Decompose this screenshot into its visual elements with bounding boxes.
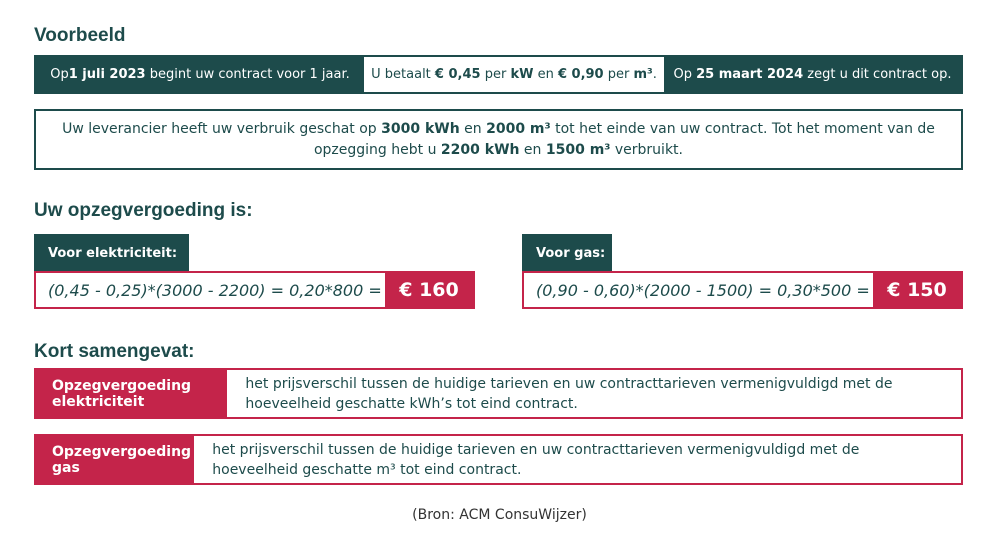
contract-start: Op 1 juli 2023 begint uw contract voor 1… — [36, 57, 364, 92]
gas-calc: (0,90 - 0,60)*(2000 - 1500) = 0,30*500 =… — [522, 271, 963, 309]
contract-prices: U betaalt € 0,45 per kW en € 0,90 per m³… — [364, 57, 664, 92]
electricity-label: Voor elektriciteit: — [34, 234, 189, 272]
summary-electricity: Opzegvergoeding elektriciteit het prijsv… — [34, 368, 963, 419]
contract-bar: Op 1 juli 2023 begint uw contract voor 1… — [34, 55, 963, 94]
gas-result: € 150 — [873, 273, 961, 307]
summary-text: het prijsverschil tussen de huidige tari… — [212, 441, 860, 478]
gas-label: Voor gas: — [522, 234, 612, 272]
summary-text: het prijsverschil tussen de huidige tari… — [245, 375, 893, 412]
summary-label: Opzegvergoeding gas — [36, 436, 195, 483]
summary-label: Opzegvergoeding elektriciteit — [36, 370, 228, 417]
electricity-calc: (0,45 - 0,25)*(3000 - 2200) = 0,20*800 =… — [34, 271, 475, 309]
usage-estimate: Uw leverancier heeft uw verbruik geschat… — [34, 109, 963, 170]
title: Voorbeeld — [34, 25, 126, 46]
fee-heading: Uw opzegvergoeding is: — [34, 200, 253, 221]
source: (Bron: ACM ConsuWijzer) — [412, 507, 587, 523]
gas-formula: (0,90 - 0,60)*(2000 - 1500) = 0,30*500 = — [536, 280, 870, 300]
electricity-result: € 160 — [385, 273, 473, 307]
contract-end: Op 25 maart 2024 zegt u dit contract op. — [664, 57, 961, 92]
summary-gas: Opzegvergoeding gas het prijsverschil tu… — [34, 434, 963, 485]
electricity-formula: (0,45 - 0,25)*(3000 - 2200) = 0,20*800 = — [48, 280, 382, 300]
summary-heading: Kort samengevat: — [34, 341, 195, 362]
